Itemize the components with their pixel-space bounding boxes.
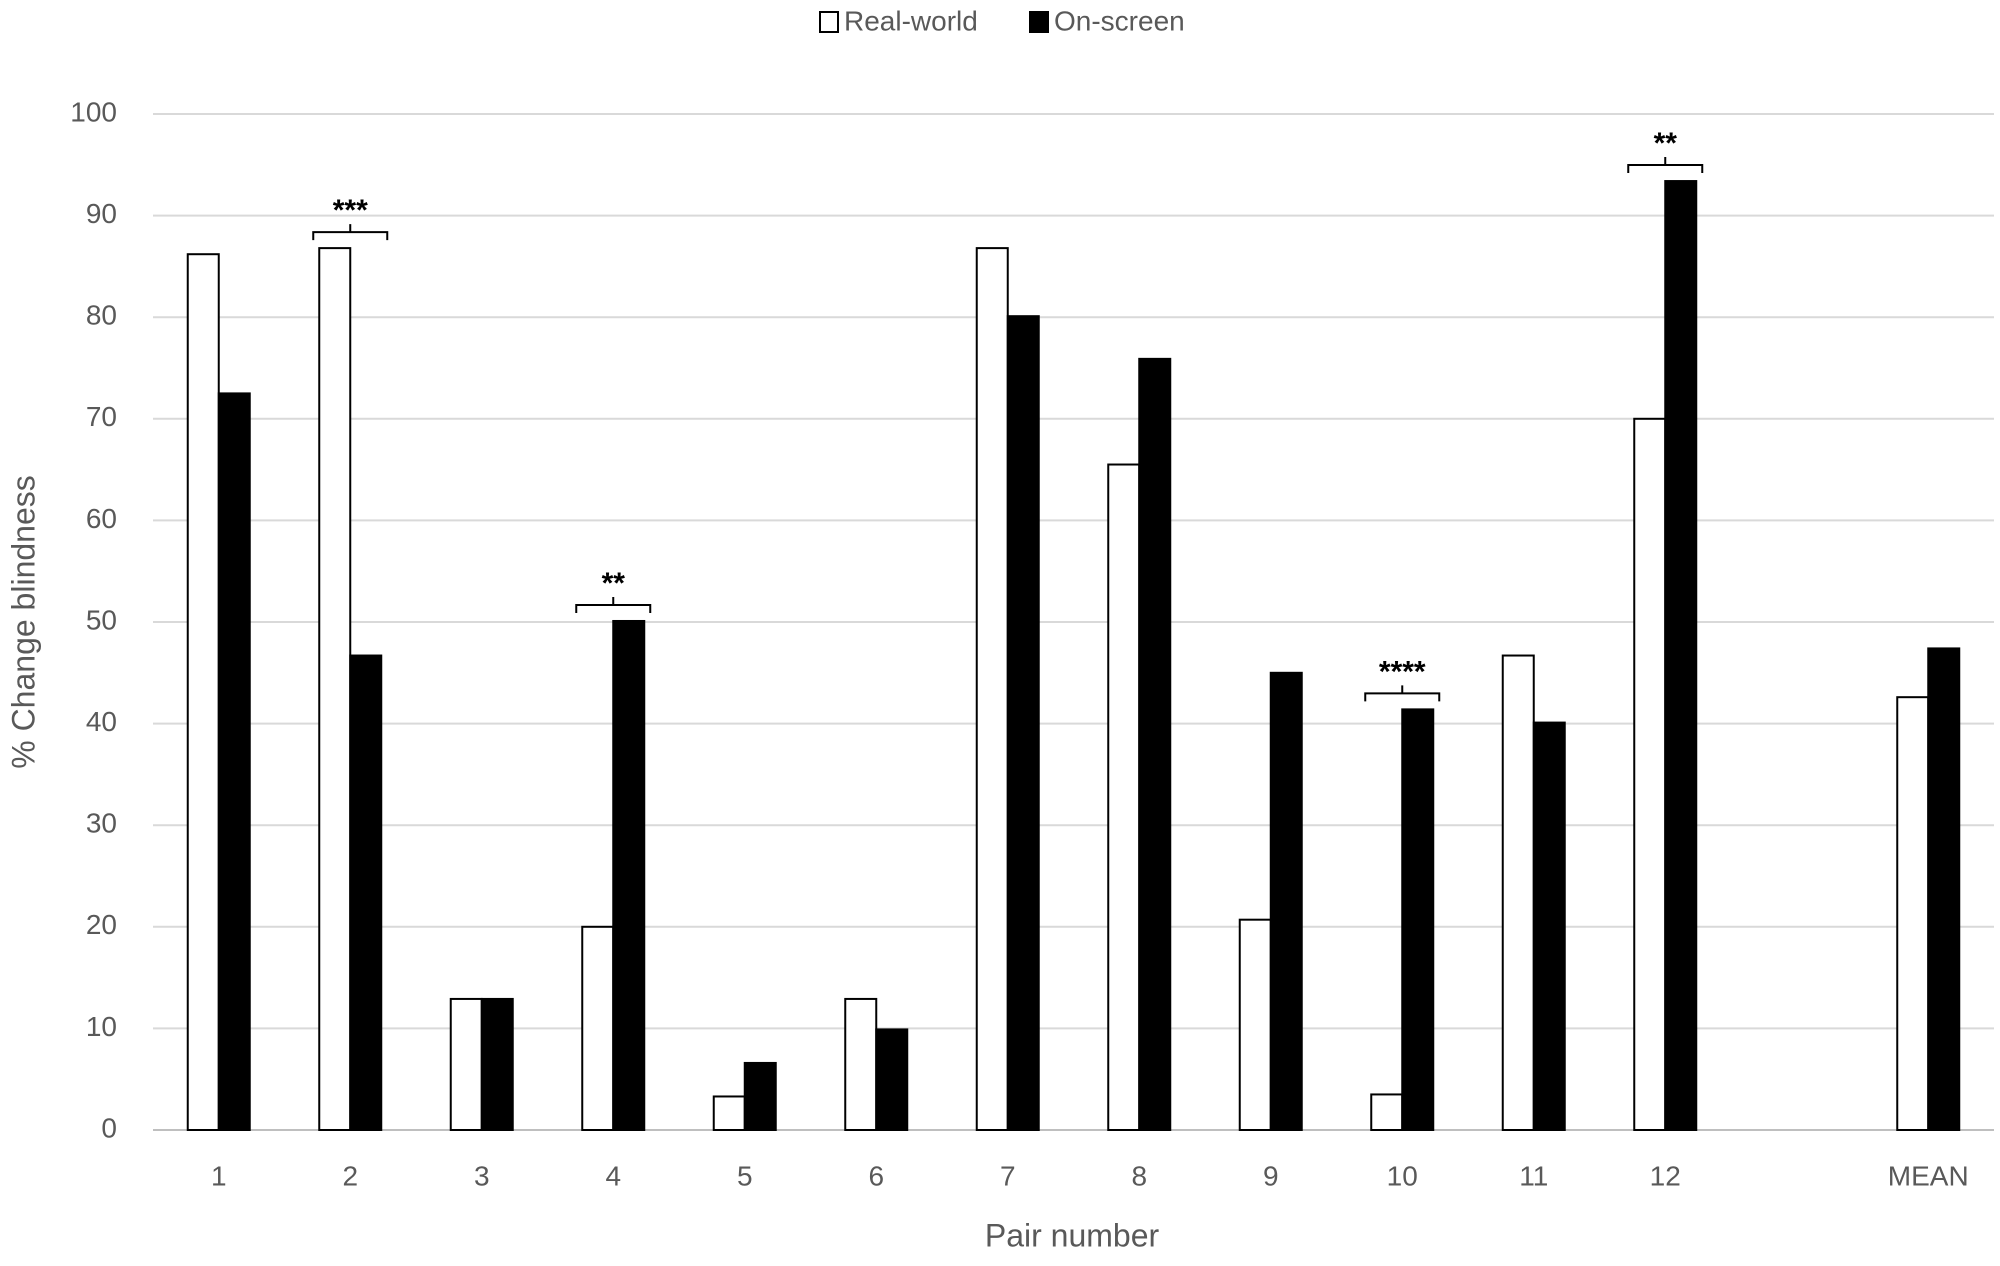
- x-tick-label: MEAN: [1888, 1160, 1969, 1191]
- x-tick-label: 7: [1000, 1160, 1016, 1191]
- y-tick-label: 60: [86, 503, 117, 534]
- bar: [581, 925, 615, 1131]
- bar: [1006, 315, 1040, 1131]
- y-tick-label: 0: [101, 1112, 117, 1143]
- x-tick-label: 1: [211, 1160, 227, 1191]
- legend-swatch: [819, 11, 839, 33]
- significance-bracket: [312, 224, 389, 241]
- x-tick-label: 4: [605, 1160, 621, 1191]
- bar: [1664, 180, 1698, 1131]
- x-axis-title: Pair number: [985, 1217, 1160, 1253]
- bar: [217, 392, 251, 1131]
- x-tick-label: 9: [1263, 1160, 1279, 1191]
- bar: [712, 1095, 746, 1132]
- bar: [875, 1028, 909, 1132]
- legend-label: Real-world: [844, 5, 978, 36]
- x-tick-label: 3: [474, 1160, 490, 1191]
- x-tick-label: 11: [1519, 1160, 1548, 1191]
- significance-bracket: [575, 596, 652, 613]
- bar: [1370, 1093, 1404, 1131]
- bar: [1532, 721, 1566, 1131]
- legend-label: On-screen: [1054, 5, 1185, 36]
- bar: [318, 247, 352, 1131]
- significance-bracket: [1627, 157, 1704, 174]
- x-tick-label: 5: [737, 1160, 753, 1191]
- bar: [1269, 671, 1303, 1131]
- bar: [844, 997, 878, 1131]
- significance-bracket: [1364, 685, 1441, 702]
- bar: [1238, 918, 1272, 1131]
- significance-label: ***: [333, 194, 368, 227]
- y-axis-title: % Change blindness: [5, 475, 41, 769]
- y-tick-label: 90: [86, 198, 117, 229]
- y-tick-label: 100: [70, 96, 117, 127]
- y-tick-label: 20: [86, 909, 117, 940]
- bar: [975, 247, 1009, 1131]
- bar: [480, 997, 514, 1131]
- significance-label: **: [1654, 127, 1678, 160]
- bar: [1107, 463, 1141, 1131]
- bar: [1138, 357, 1172, 1131]
- bar: [743, 1061, 777, 1131]
- bar: [449, 997, 483, 1131]
- y-tick-label: 30: [86, 808, 117, 839]
- y-tick-label: 80: [86, 300, 117, 331]
- x-tick-label: 10: [1387, 1160, 1418, 1191]
- bar: [1501, 654, 1535, 1131]
- bar: [1401, 708, 1435, 1131]
- bar: [1927, 647, 1961, 1132]
- x-tick-label: 2: [342, 1160, 358, 1191]
- bar: [1896, 696, 1930, 1132]
- x-tick-label: 8: [1131, 1160, 1147, 1191]
- bar: [612, 619, 646, 1131]
- x-tick-label: 12: [1650, 1160, 1681, 1191]
- y-tick-label: 70: [86, 401, 117, 432]
- bar: [186, 253, 220, 1131]
- y-tick-label: 40: [86, 706, 117, 737]
- y-tick-label: 50: [86, 604, 117, 635]
- legend-swatch: [1029, 11, 1049, 33]
- bar: [349, 654, 383, 1131]
- bar: [1633, 417, 1667, 1131]
- significance-label: ****: [1379, 655, 1426, 688]
- y-tick-label: 10: [86, 1011, 117, 1042]
- significance-label: **: [602, 567, 626, 600]
- x-tick-label: 6: [868, 1160, 884, 1191]
